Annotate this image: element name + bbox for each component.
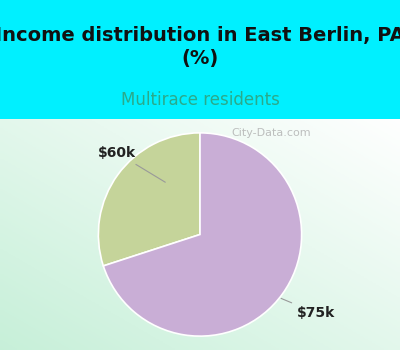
Text: $75k: $75k: [281, 299, 335, 320]
Wedge shape: [98, 133, 200, 266]
Text: Income distribution in East Berlin, PA
(%): Income distribution in East Berlin, PA (…: [0, 26, 400, 68]
Text: City-Data.com: City-Data.com: [231, 128, 311, 138]
Wedge shape: [103, 133, 302, 336]
Text: $60k: $60k: [98, 146, 165, 182]
Text: Multirace residents: Multirace residents: [120, 91, 280, 110]
